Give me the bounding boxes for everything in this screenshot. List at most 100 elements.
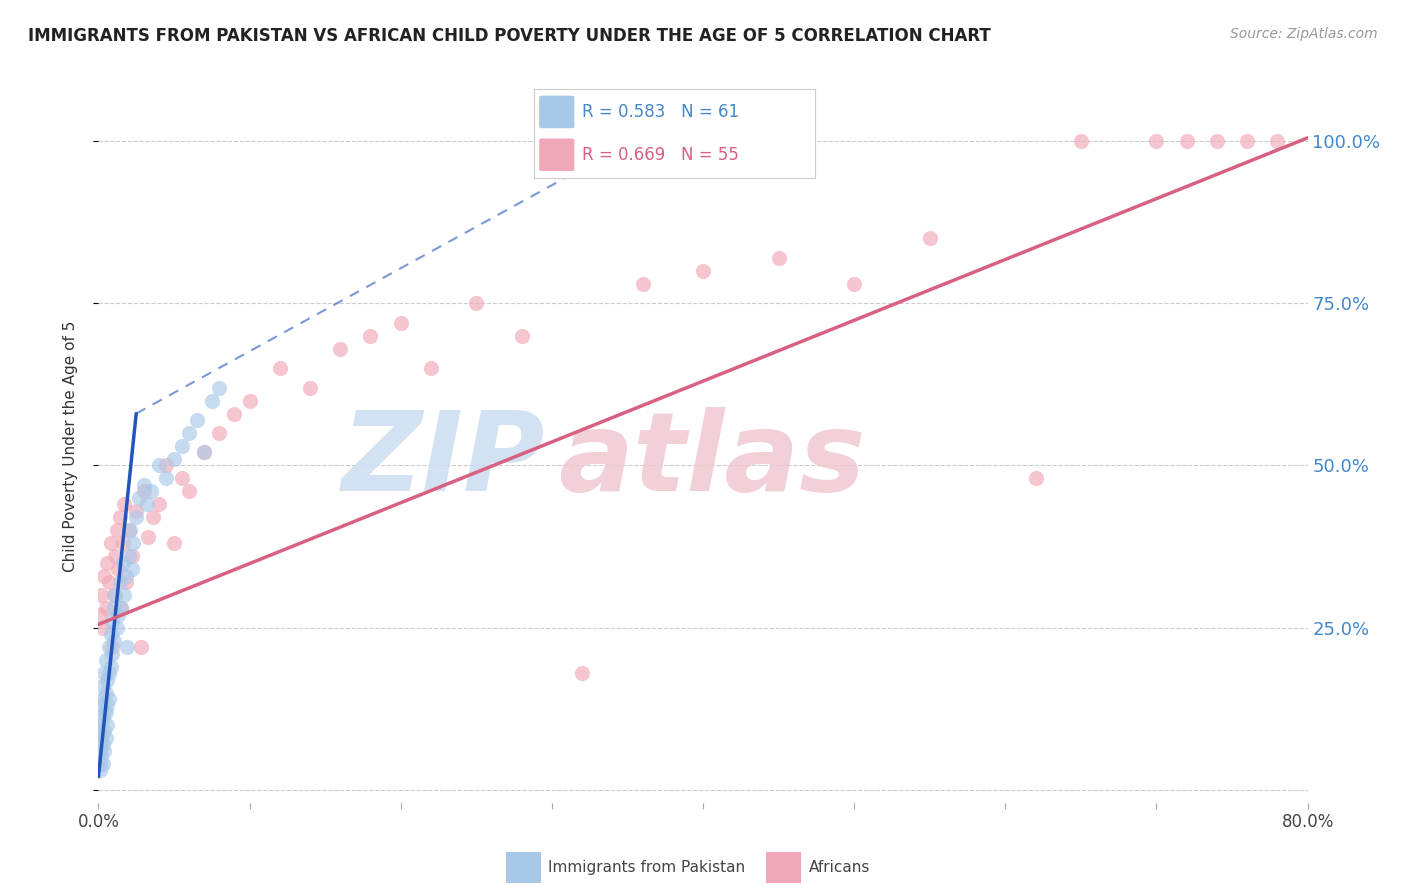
Point (193, 445, 215, 459)
Point (90, 731, 112, 745)
Point (141, 484, 163, 499)
Point (93, 705, 115, 719)
Point (148, 458, 170, 473)
Point (91, 738, 114, 752)
Point (90, 588, 112, 602)
Point (118, 524, 141, 538)
Point (179, 425, 201, 440)
Point (105, 524, 128, 538)
Point (108, 575, 131, 590)
Text: Source: ZipAtlas.com: Source: ZipAtlas.com (1230, 27, 1378, 41)
Point (91, 692, 114, 706)
Point (100, 659, 122, 673)
Point (91, 756, 114, 771)
Point (465, 296, 488, 310)
Point (103, 601, 125, 615)
Point (105, 621, 128, 635)
Point (155, 471, 177, 485)
Point (1175, 134, 1198, 148)
Point (1144, 134, 1167, 148)
Point (96, 698, 118, 713)
Point (135, 497, 157, 511)
Point (389, 316, 412, 330)
Point (108, 510, 131, 524)
Point (94, 685, 117, 699)
Point (239, 393, 262, 408)
Point (98, 666, 121, 681)
Text: Africans: Africans (808, 861, 870, 875)
Point (121, 549, 143, 564)
Point (111, 536, 134, 550)
Point (136, 530, 159, 544)
Point (179, 484, 201, 499)
Point (208, 381, 231, 395)
Point (93, 744, 115, 758)
Point (100, 536, 122, 550)
Point (631, 277, 654, 291)
Point (94, 731, 117, 745)
Point (120, 524, 142, 538)
Text: R = 0.669   N = 55: R = 0.669 N = 55 (582, 145, 740, 164)
Point (125, 504, 148, 518)
Point (89, 764, 111, 778)
Point (170, 471, 193, 485)
Text: IMMIGRANTS FROM PAKISTAN VS AFRICAN CHILD POVERTY UNDER THE AGE OF 5 CORRELATION: IMMIGRANTS FROM PAKISTAN VS AFRICAN CHIL… (28, 27, 991, 45)
Point (155, 458, 177, 473)
Point (170, 439, 193, 453)
Point (104, 549, 127, 564)
Point (111, 556, 134, 570)
Point (844, 277, 866, 291)
Point (148, 497, 170, 511)
Point (1206, 134, 1229, 148)
Point (114, 568, 136, 582)
Point (101, 640, 124, 654)
Point (114, 575, 136, 590)
Point (90, 738, 112, 752)
Point (93, 724, 115, 739)
Point (125, 510, 148, 524)
Point (110, 601, 132, 615)
Text: Immigrants from Pakistan: Immigrants from Pakistan (548, 861, 745, 875)
Point (1236, 134, 1258, 148)
Text: R = 0.583   N = 61: R = 0.583 N = 61 (582, 103, 740, 121)
Point (98, 640, 121, 654)
Point (110, 601, 132, 615)
Point (103, 588, 125, 602)
Point (91, 679, 114, 693)
Point (299, 381, 322, 395)
Point (1024, 471, 1046, 485)
Point (768, 251, 790, 265)
Point (193, 445, 215, 459)
Point (93, 666, 115, 681)
Point (122, 536, 145, 550)
Point (224, 407, 246, 421)
Point (121, 562, 143, 576)
Point (142, 510, 165, 524)
Point (91, 711, 114, 725)
Point (94, 601, 117, 615)
Point (90, 698, 112, 713)
Point (1070, 134, 1092, 148)
Point (104, 588, 127, 602)
Point (269, 361, 291, 376)
Point (918, 231, 941, 245)
Point (107, 607, 129, 622)
Point (89, 607, 111, 622)
Point (90, 718, 112, 732)
Point (360, 328, 382, 343)
Point (98, 575, 121, 590)
Point (128, 491, 150, 505)
Point (89, 756, 111, 771)
Point (329, 342, 352, 356)
Point (98, 692, 121, 706)
Point (132, 484, 155, 499)
Point (96, 718, 118, 732)
Point (90, 750, 112, 764)
Point (510, 328, 533, 343)
Point (201, 393, 224, 408)
Point (100, 627, 122, 641)
Point (571, 666, 593, 681)
Point (101, 614, 124, 628)
Point (101, 647, 124, 661)
Point (1267, 134, 1289, 148)
